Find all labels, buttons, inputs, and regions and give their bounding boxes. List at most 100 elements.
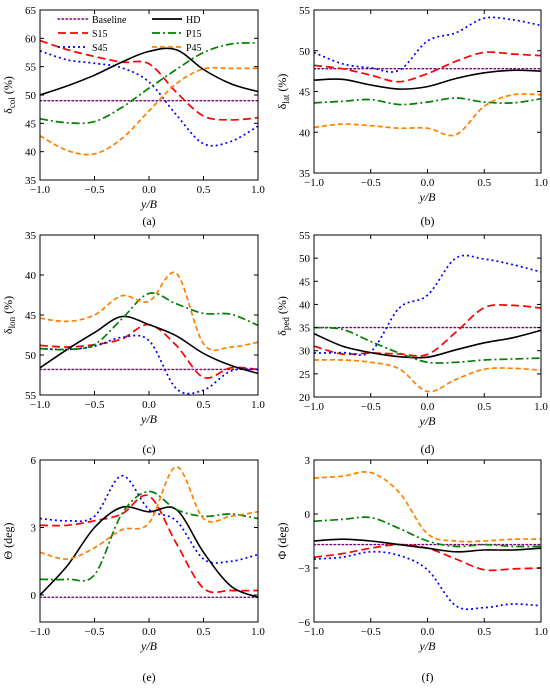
y-tick-label: 45 bbox=[25, 310, 37, 322]
panel-a: −1.0 −0.5 0.0 0.5 1.0 35 40 45 50 55 60 65 y/B δcol (… bbox=[1, 5, 265, 228]
y-tick-label: 25 bbox=[299, 369, 311, 381]
series-line-s15 bbox=[40, 39, 258, 121]
y-axis-label: Φ (deg) bbox=[275, 522, 289, 559]
x-tick-label: 0.5 bbox=[477, 177, 491, 189]
panel-label: (e) bbox=[142, 670, 155, 684]
x-axis-label: y/B bbox=[140, 412, 158, 426]
y-tick-label: 35 bbox=[299, 168, 311, 180]
y-tick-label: 65 bbox=[25, 5, 37, 17]
series-line-s15 bbox=[40, 494, 258, 594]
y-tick-label: 0 bbox=[305, 509, 311, 521]
panel-f: −1.0 −0.5 0.0 0.5 1.0 −6 −3 0 3 y/B Φ (deg) (f) bbox=[275, 455, 548, 684]
panel-label: (f) bbox=[422, 670, 434, 684]
x-tick-label: 0.0 bbox=[421, 401, 435, 413]
y-axis-label-subscript: ped bbox=[281, 317, 291, 330]
series-line-s45 bbox=[314, 550, 541, 611]
y-axis-label-unit: (%) bbox=[1, 76, 15, 97]
y-tick-label: 35 bbox=[25, 175, 37, 187]
x-tick-label: 0.5 bbox=[477, 401, 491, 413]
x-tick-label: −0.5 bbox=[85, 626, 105, 638]
x-tick-label: 0.0 bbox=[421, 177, 435, 189]
series-group bbox=[40, 271, 258, 395]
legend: Baseline S15 S45 HD P15 P45 bbox=[57, 15, 202, 54]
plot-frame bbox=[313, 234, 542, 398]
series-line-hd bbox=[314, 329, 541, 359]
y-tick-label: 20 bbox=[299, 392, 311, 404]
y-axis-label-subscript: lon bbox=[7, 316, 17, 328]
y-axis-label: δlat (%) bbox=[275, 74, 291, 110]
legend-label-p45: P45 bbox=[186, 43, 202, 54]
legend-label-p15: P15 bbox=[186, 29, 202, 40]
y-axis-label: δped (%) bbox=[275, 296, 291, 336]
series-line-hd bbox=[314, 69, 541, 90]
y-axis-label-unit: (%) bbox=[275, 74, 289, 95]
series-line-hd bbox=[314, 538, 541, 553]
y-axis-label-main: δ bbox=[275, 103, 289, 109]
x-tick-label: −1.0 bbox=[304, 177, 324, 189]
y-tick-label: 3 bbox=[31, 523, 37, 535]
series-group bbox=[314, 471, 541, 611]
y-tick-label: 40 bbox=[299, 127, 311, 139]
y-axis-label-main: δ bbox=[1, 108, 15, 114]
y-tick-label: −3 bbox=[298, 563, 310, 575]
x-tick-label: 0.5 bbox=[197, 399, 211, 411]
y-tick-label: 45 bbox=[25, 118, 37, 130]
x-tick-label: 1.0 bbox=[251, 184, 265, 196]
series-line-p15 bbox=[40, 292, 258, 351]
y-tick-label: 45 bbox=[299, 87, 311, 99]
x-tick-label: −0.5 bbox=[361, 401, 381, 413]
legend-label-baseline: Baseline bbox=[92, 15, 127, 26]
series-line-p15 bbox=[314, 97, 541, 106]
y-axis-label-main: Θ (deg) bbox=[1, 523, 15, 560]
y-tick-label: 0 bbox=[31, 590, 37, 602]
y-tick-label: 50 bbox=[25, 350, 37, 362]
y-tick-label: −6 bbox=[298, 617, 310, 629]
legend-label-s15: S15 bbox=[92, 29, 108, 40]
y-tick-label: 50 bbox=[25, 90, 37, 102]
x-tick-label: 1.0 bbox=[251, 399, 265, 411]
y-tick-label: 30 bbox=[299, 346, 311, 358]
series-line-p15 bbox=[314, 326, 541, 364]
panel-label: (a) bbox=[142, 214, 155, 228]
series-line-p45 bbox=[314, 358, 541, 393]
x-tick-label: −1.0 bbox=[30, 399, 50, 411]
panel-e: −1.0 −0.5 0.0 0.5 1.0 0 3 6 y/B Θ (deg) (e) bbox=[1, 455, 265, 684]
panel-c: −1.0 −0.5 0.0 0.5 1.0 35 40 45 50 55 y/B δlon (%) (c… bbox=[1, 230, 265, 456]
series-group bbox=[40, 39, 258, 156]
y-axis-label: Θ (deg) bbox=[1, 523, 15, 560]
y-axis-label-subscript: col bbox=[7, 97, 17, 108]
y-tick-label: 35 bbox=[25, 230, 37, 242]
y-tick-label: 40 bbox=[25, 270, 37, 282]
y-tick-label: 3 bbox=[305, 455, 311, 467]
panel-b: −1.0 −0.5 0.0 0.5 1.0 35 40 45 50 55 y/B δlat (%) (b… bbox=[275, 5, 548, 228]
plot-frame bbox=[313, 9, 542, 174]
series-line-s15 bbox=[314, 51, 541, 83]
x-tick-label: 0.0 bbox=[142, 184, 156, 196]
series-line-hd bbox=[40, 505, 258, 599]
y-tick-label: 40 bbox=[299, 299, 311, 311]
x-tick-label: 0.5 bbox=[197, 184, 211, 196]
y-tick-label: 45 bbox=[299, 276, 311, 288]
y-tick-label: 50 bbox=[299, 253, 311, 265]
y-axis-label: δlon (%) bbox=[1, 296, 17, 334]
x-tick-label: −0.5 bbox=[361, 177, 381, 189]
x-tick-label: 1.0 bbox=[534, 626, 548, 638]
x-axis-label: y/B bbox=[419, 639, 437, 653]
series-line-s45 bbox=[314, 254, 541, 356]
series-line-p45 bbox=[314, 471, 541, 543]
series-line-p15 bbox=[314, 516, 541, 548]
y-axis-label-subscript: lat bbox=[281, 94, 291, 103]
y-tick-label: 6 bbox=[31, 455, 37, 467]
series-line-s45 bbox=[40, 49, 258, 147]
series-group bbox=[314, 254, 541, 393]
x-tick-label: 0.5 bbox=[477, 626, 491, 638]
x-tick-label: 1.0 bbox=[534, 177, 548, 189]
series-group bbox=[314, 16, 541, 137]
plot-frame bbox=[39, 234, 259, 396]
x-tick-label: 0.0 bbox=[142, 626, 156, 638]
series-line-hd bbox=[40, 315, 258, 375]
x-axis-label: y/B bbox=[419, 190, 437, 204]
panel-label: (c) bbox=[142, 442, 155, 456]
series-line-s45 bbox=[40, 334, 258, 395]
